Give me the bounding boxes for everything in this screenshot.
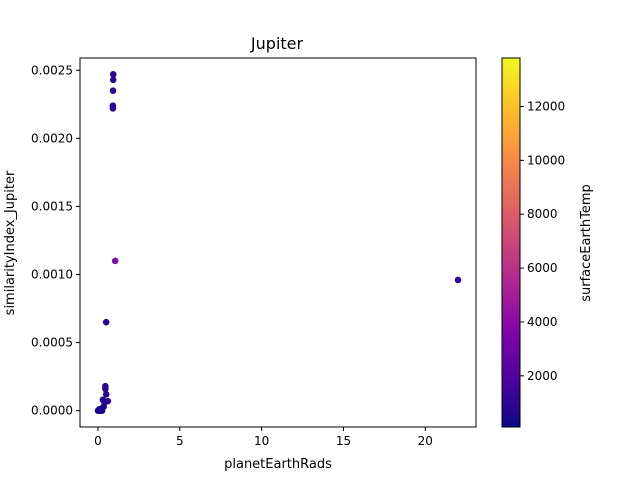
x-tick-label: 0 [94,434,102,448]
y-tick-label: 0.0010 [31,267,73,281]
data-point [109,87,117,94]
colorbar-tick-label: 4000 [527,315,558,329]
x-tick-label: 10 [254,434,269,448]
y-tick-label: 0.0025 [31,63,73,77]
data-point [109,76,117,84]
y-tick-label: 0.0015 [31,199,73,213]
data-point [109,71,117,78]
x-tick-label: 5 [176,434,184,448]
data-point [102,391,110,398]
y-tick-label: 0.0000 [31,404,73,418]
points-layer [94,71,462,414]
data-point [111,257,119,265]
x-axis-ticks: 0 5 10 15 20 [94,427,433,448]
colorbar-tick-label: 6000 [527,261,558,275]
data-point [102,318,110,326]
y-axis-ticks: 0.0000 0.0005 0.0010 0.0015 0.0020 0.0025 [31,63,80,418]
colorbar-tick-label: 2000 [527,369,558,383]
y-tick-label: 0.0020 [31,131,73,145]
colorbar [501,57,521,428]
x-tick-label: 20 [418,434,433,448]
x-tick-label: 15 [336,434,351,448]
colorbar-tick-label: 12000 [527,99,565,113]
chart-title: Jupiter [250,34,304,53]
colorbar-tick-label: 8000 [527,207,558,221]
data-point [454,276,462,284]
data-point [96,405,103,413]
y-tick-label: 0.0005 [31,336,73,350]
colorbar-ticks: 2000 4000 6000 8000 10000 12000 [520,99,565,383]
x-axis-label: planetEarthRads [224,457,332,472]
colorbar-label: surfaceEarthTemp [579,184,594,302]
colorbar-tick-label: 10000 [527,153,565,167]
y-axis-label: similarityIndex_Jupiter [3,170,18,315]
data-point [109,105,117,112]
plot-frame [79,57,477,428]
data-point [102,385,109,393]
